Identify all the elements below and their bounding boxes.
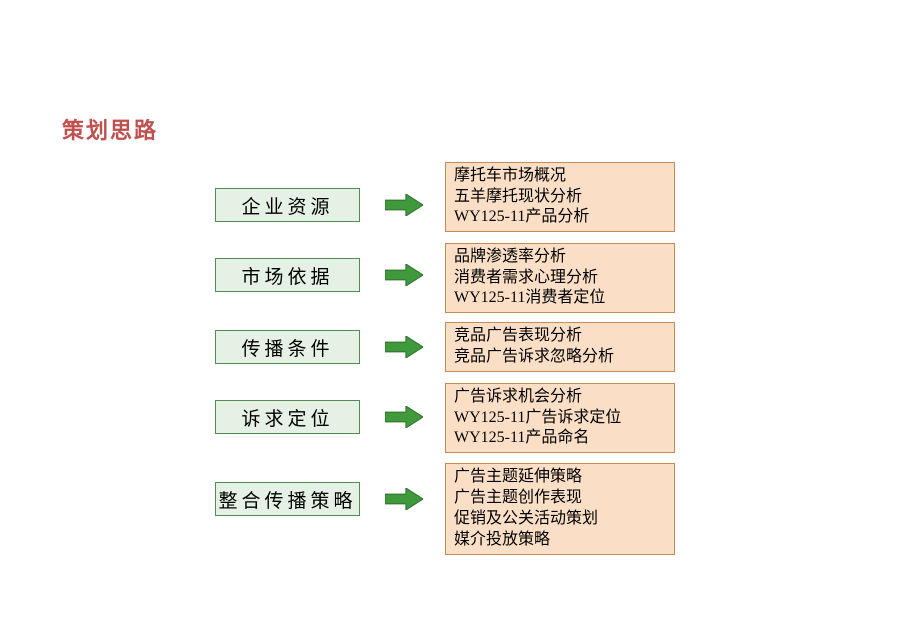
- category-box: 市场依据: [215, 258, 360, 292]
- arrow-icon: [385, 264, 423, 286]
- detail-line: 广告主题延伸策略: [454, 467, 666, 488]
- detail-box: 竞品广告表现分析竞品广告诉求忽略分析: [445, 322, 675, 372]
- category-box: 诉求定位: [215, 400, 360, 434]
- detail-line: WY125-11消费者定位: [454, 288, 666, 309]
- category-box: 整合传播策略: [215, 482, 360, 516]
- category-box: 传播条件: [215, 330, 360, 364]
- category-label: 整合传播策略: [218, 486, 356, 513]
- detail-line: 媒介投放策略: [454, 530, 666, 551]
- detail-box: 广告主题延伸策略广告主题创作表现促销及公关活动策划媒介投放策略: [445, 463, 675, 555]
- diagram-title: 策划思路: [62, 113, 158, 145]
- detail-box: 摩托车市场概况五羊摩托现状分析WY125-11产品分析: [445, 162, 675, 232]
- category-box: 企业资源: [215, 188, 360, 222]
- detail-line: WY125-11产品分析: [454, 207, 666, 228]
- detail-line: 广告诉求机会分析: [454, 387, 666, 408]
- detail-line: 消费者需求心理分析: [454, 268, 666, 289]
- arrow-icon: [385, 488, 423, 510]
- detail-line: 促销及公关活动策划: [454, 509, 666, 530]
- detail-line: WY125-11广告诉求定位: [454, 408, 666, 429]
- detail-line: WY125-11产品命名: [454, 428, 666, 449]
- category-label: 企业资源: [241, 192, 333, 219]
- detail-line: 广告主题创作表现: [454, 488, 666, 509]
- category-label: 市场依据: [241, 262, 333, 289]
- detail-line: 摩托车市场概况: [454, 166, 666, 187]
- detail-line: 五羊摩托现状分析: [454, 187, 666, 208]
- arrow-icon: [385, 336, 423, 358]
- detail-line: 竞品广告诉求忽略分析: [454, 347, 666, 368]
- detail-line: 品牌渗透率分析: [454, 247, 666, 268]
- detail-box: 广告诉求机会分析WY125-11广告诉求定位WY125-11产品命名: [445, 383, 675, 453]
- arrow-icon: [385, 406, 423, 428]
- detail-line: 竞品广告表现分析: [454, 326, 666, 347]
- category-label: 诉求定位: [241, 404, 333, 431]
- detail-box: 品牌渗透率分析消费者需求心理分析WY125-11消费者定位: [445, 243, 675, 313]
- category-label: 传播条件: [241, 334, 333, 361]
- arrow-icon: [385, 194, 423, 216]
